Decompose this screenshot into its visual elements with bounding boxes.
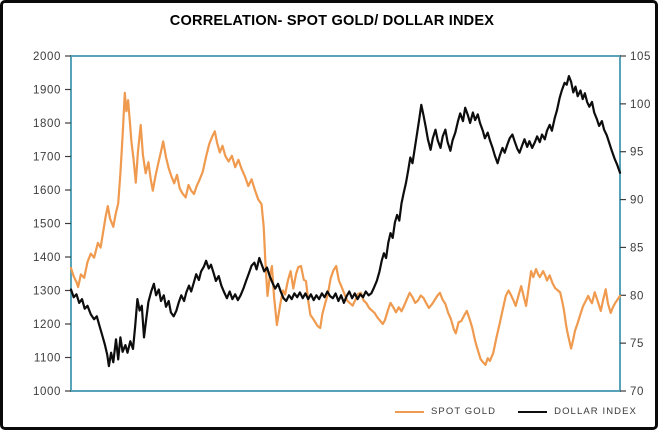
dollar-index-line xyxy=(69,74,622,368)
left-axis-tick-label: 1600 xyxy=(33,185,61,197)
right-axis-tick-label: 85 xyxy=(630,242,644,254)
legend: SPOT GOLD DOLLAR INDEX xyxy=(394,406,637,417)
legend-item-dollar-index: DOLLAR INDEX xyxy=(518,406,637,417)
spot-gold-line xyxy=(69,91,622,366)
right-axis-tick-label: 75 xyxy=(630,338,644,350)
right-axis-tick-label: 105 xyxy=(630,51,651,63)
right-axis-tick-label: 90 xyxy=(630,195,644,207)
chart-title: CORRELATION- SPOT GOLD/ DOLLAR INDEX xyxy=(169,12,495,29)
right-axis-tick-label: 95 xyxy=(630,147,644,159)
legend-item-spot-gold: SPOT GOLD xyxy=(394,406,497,417)
legend-label: DOLLAR INDEX xyxy=(554,406,637,417)
left-axis-tick-label: 1900 xyxy=(33,85,61,97)
dollar-index-legend-line xyxy=(518,410,548,413)
right-axis-tick-label: 70 xyxy=(630,386,644,398)
legend-label: SPOT GOLD xyxy=(430,406,497,417)
right-axis-tick-label: 80 xyxy=(630,290,644,302)
left-axis-tick-label: 1000 xyxy=(33,386,61,398)
left-axis-tick-label: 1700 xyxy=(33,152,61,164)
left-axis-tick-label: 2000 xyxy=(33,51,61,63)
chart-plot-area: 2000 1900 1800 1700 1600 1500 1400 1300 1200 1100… xyxy=(33,51,651,398)
left-axis-tick-label: 1400 xyxy=(33,252,61,264)
left-axis-tick-label: 1300 xyxy=(33,286,61,298)
right-axis-tick-label: 100 xyxy=(630,99,651,111)
spot-gold-legend-line xyxy=(394,410,424,413)
left-axis-tick-label: 1200 xyxy=(33,319,61,331)
left-axis-tick-label: 1500 xyxy=(33,219,61,231)
left-axis-tick-label: 1100 xyxy=(34,353,61,365)
plot-border xyxy=(70,55,621,392)
left-axis-tick-label: 1800 xyxy=(33,118,61,130)
